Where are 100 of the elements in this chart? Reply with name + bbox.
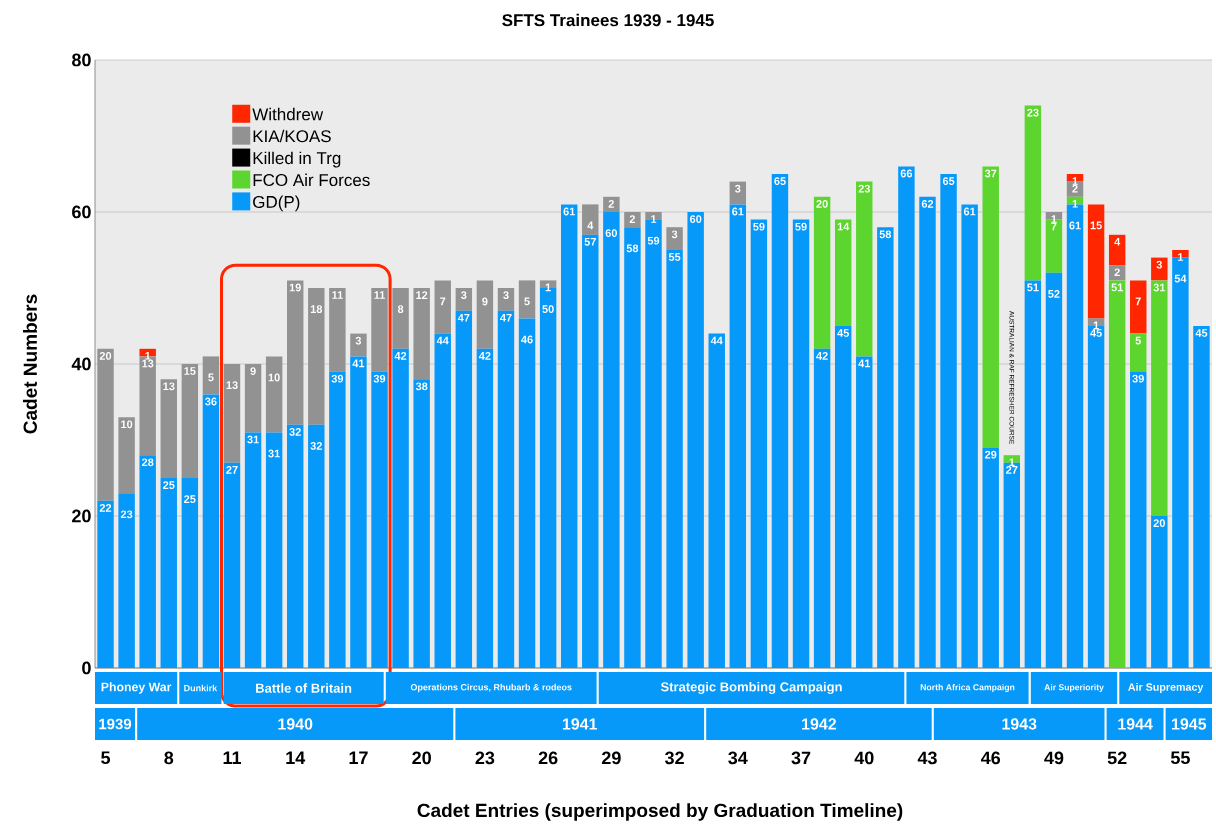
data-label: 23 bbox=[858, 184, 871, 193]
data-label: 61 bbox=[563, 207, 576, 216]
x-tick-label: 11 bbox=[223, 751, 242, 764]
y-axis-title: Cadet Numbers bbox=[23, 294, 37, 434]
data-label: 65 bbox=[774, 177, 786, 185]
data-label: 23 bbox=[120, 510, 133, 519]
data-label: 37 bbox=[984, 169, 997, 178]
data-label: 42 bbox=[478, 352, 491, 360]
data-label: 42 bbox=[394, 352, 407, 360]
text: North Africa Campaign bbox=[920, 683, 1015, 693]
legend-label: FCO Air Forces bbox=[253, 173, 370, 187]
x-tick-label: 46 bbox=[980, 751, 1001, 765]
legend-label: Killed in Trg bbox=[253, 151, 341, 168]
data-label: 3 bbox=[503, 291, 509, 299]
data-label: 31 bbox=[268, 449, 280, 458]
x-tick-label: 43 bbox=[917, 751, 937, 765]
data-label: 25 bbox=[184, 495, 196, 503]
data-label: 27 bbox=[226, 466, 238, 474]
x-tick-label: 20 bbox=[412, 751, 431, 765]
data-label: 13 bbox=[142, 359, 154, 368]
data-label: 52 bbox=[1048, 290, 1060, 298]
x-tick-label: 55 bbox=[1170, 751, 1190, 765]
legend-label: GD(P) bbox=[253, 195, 300, 212]
x-tick-label: 14 bbox=[286, 751, 306, 764]
data-label: 27 bbox=[1006, 466, 1018, 474]
x-tick-label: 5 bbox=[101, 751, 111, 765]
y-tick-label: 60 bbox=[72, 205, 91, 219]
data-label: 23 bbox=[1027, 108, 1039, 117]
x-tick-label: 29 bbox=[601, 751, 621, 765]
data-label: 3 bbox=[671, 230, 678, 239]
data-label: 20 bbox=[1153, 519, 1165, 527]
data-label: 1 bbox=[1051, 215, 1057, 223]
data-label: 59 bbox=[647, 236, 660, 245]
data-label: 13 bbox=[226, 381, 238, 389]
data-label: 36 bbox=[205, 397, 217, 406]
data-label: 58 bbox=[626, 244, 639, 253]
data-label: 10 bbox=[121, 420, 133, 429]
data-label: 47 bbox=[500, 314, 512, 322]
data-label: 22 bbox=[99, 504, 112, 512]
data-label: 41 bbox=[352, 359, 365, 368]
data-label: 39 bbox=[373, 374, 386, 383]
data-label: 59 bbox=[753, 222, 765, 231]
data-label: 2 bbox=[1114, 268, 1120, 277]
text: Dunkirk bbox=[184, 684, 218, 692]
y-tick-label: 20 bbox=[72, 509, 91, 523]
x-tick-label: 8 bbox=[164, 751, 174, 765]
data-label: 20 bbox=[99, 352, 112, 360]
x-tick-label: 52 bbox=[1107, 751, 1127, 765]
data-label: 9 bbox=[250, 367, 256, 375]
data-label: 60 bbox=[690, 215, 702, 223]
data-label: 18 bbox=[310, 305, 323, 313]
data-label: 44 bbox=[436, 336, 449, 345]
data-label: 28 bbox=[141, 458, 154, 467]
data-label: 11 bbox=[332, 291, 343, 299]
data-label: 59 bbox=[795, 222, 807, 231]
x-axis-title: Cadet Entries (superimposed by Graduation Timeline) bbox=[417, 803, 903, 821]
data-label: 7 bbox=[440, 297, 446, 306]
data-label: 1 bbox=[145, 352, 151, 360]
text: 1940 bbox=[278, 718, 313, 730]
data-label: 29 bbox=[984, 450, 997, 459]
data-label: 11 bbox=[374, 291, 385, 299]
chart-title: SFTS Trainees 1939 - 1945 bbox=[502, 13, 714, 27]
data-label: 12 bbox=[416, 291, 428, 299]
data-label: 32 bbox=[289, 428, 301, 436]
data-label: 5 bbox=[208, 373, 214, 382]
data-label: 39 bbox=[331, 374, 344, 383]
text: 1941 bbox=[562, 718, 598, 730]
x-tick-label: 40 bbox=[854, 751, 874, 765]
data-label: 46 bbox=[521, 335, 533, 344]
text: 1943 bbox=[1002, 718, 1037, 730]
data-label: 62 bbox=[921, 200, 934, 208]
text: Air Superiority bbox=[1044, 684, 1104, 693]
text: Phoney War bbox=[101, 682, 172, 694]
data-label: 47 bbox=[457, 314, 470, 322]
data-label: 61 bbox=[1069, 221, 1081, 230]
data-label: 66 bbox=[900, 169, 913, 178]
y-tick-label: 40 bbox=[71, 357, 91, 371]
x-tick-label: 49 bbox=[1044, 751, 1064, 765]
text: 1944 bbox=[1118, 718, 1153, 730]
data-label: 55 bbox=[668, 253, 681, 261]
x-tick-label: 26 bbox=[538, 751, 558, 765]
data-label: 14 bbox=[837, 222, 850, 231]
data-label: 15 bbox=[1090, 221, 1102, 230]
data-label: 3 bbox=[1156, 260, 1162, 269]
data-label: 13 bbox=[163, 382, 175, 391]
data-label: 10 bbox=[268, 373, 280, 382]
data-label: 32 bbox=[310, 442, 322, 450]
text: 1942 bbox=[802, 718, 837, 730]
data-label: 65 bbox=[942, 177, 955, 185]
data-label: 19 bbox=[289, 283, 301, 292]
x-tick-label: 23 bbox=[475, 751, 495, 765]
text: 1939 bbox=[99, 718, 132, 730]
text: Strategic Bombing Campaign bbox=[660, 681, 842, 695]
data-label: 3 bbox=[355, 336, 362, 345]
data-label: 50 bbox=[542, 305, 554, 313]
text: Air Supremacy bbox=[1128, 683, 1204, 693]
data-label: 57 bbox=[584, 238, 596, 246]
data-label: 3 bbox=[461, 291, 467, 299]
data-label: 45 bbox=[837, 329, 850, 337]
data-label: 54 bbox=[1174, 274, 1187, 283]
